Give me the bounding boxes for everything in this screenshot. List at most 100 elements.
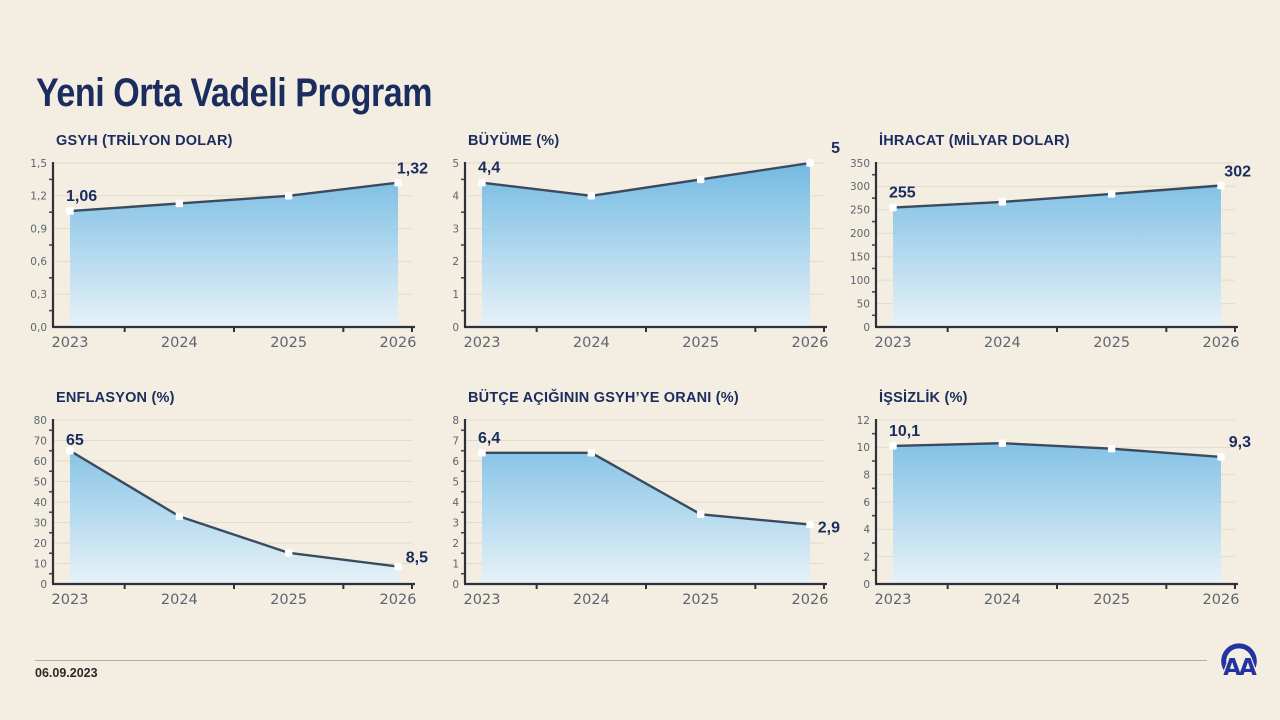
y-tick-label: 150 — [850, 252, 870, 264]
x-axis-label: 2025 — [682, 335, 719, 351]
x-axis-label: 2023 — [52, 592, 89, 608]
data-point-marker — [806, 520, 814, 529]
page-title: Yeni Orta Vadeli Program — [36, 70, 433, 115]
chart-title-gsyh: GSYH (TRİLYON DOLAR) — [56, 133, 233, 149]
x-axis-label: 2026 — [1203, 335, 1240, 351]
data-point-marker — [998, 439, 1007, 447]
y-tick-label: 70 — [34, 435, 47, 447]
first-value-label: 65 — [66, 432, 84, 449]
y-tick-label: 0 — [452, 579, 459, 591]
y-tick-label: 0 — [863, 322, 870, 334]
y-tick-label: 3 — [452, 517, 459, 529]
trend-line — [892, 184, 1222, 209]
x-axis-label: 2025 — [1093, 592, 1130, 608]
y-tick-label: 1 — [452, 558, 459, 570]
data-point-marker — [66, 447, 74, 455]
x-axis-label: 2024 — [573, 592, 610, 608]
trend-line — [482, 451, 811, 526]
data-point-marker — [478, 449, 486, 457]
x-axis-label: 2026 — [1203, 592, 1240, 608]
x-axis-label: 2023 — [464, 335, 501, 351]
y-tick-label: 12 — [857, 415, 870, 427]
last-value-label: 1,32 — [397, 161, 428, 178]
data-point-marker — [175, 512, 184, 521]
last-value-label: 5 — [831, 140, 840, 157]
chart-buyume: BÜYÜME (%) 0 1 2 3 4 5 2023 2024 2025 2026 4,4 5 — [447, 133, 843, 359]
data-point-marker — [394, 178, 402, 187]
chart-title-issizlik: İŞSİZLİK (%) — [879, 390, 968, 406]
publish-date: 06.09.2023 — [35, 666, 98, 680]
area-fill — [482, 163, 810, 327]
y-tick-label: 4 — [863, 524, 870, 536]
area-chart-gsyh: 0,0 0,3 0,6 0,9 1,2 1,5 2023 2024 2025 2026 1,06 1,… — [30, 158, 428, 351]
chart-butce: BÜTÇE AÇIĞININ GSYH’YE ORANI (%) 0 1 2 3 4 5 6… — [447, 390, 843, 616]
last-value-label: 9,3 — [1229, 434, 1251, 451]
data-point-marker — [587, 192, 596, 200]
y-tick-label: 4 — [452, 191, 459, 203]
data-point-marker — [806, 159, 814, 167]
x-axis-label: 2026 — [380, 335, 417, 351]
y-tick-label: 20 — [34, 538, 47, 550]
y-tick-label: 0 — [40, 579, 47, 591]
y-tick-label: 0 — [863, 579, 870, 591]
aa-logo-arc-icon — [1221, 643, 1257, 671]
x-axis-label: 2026 — [792, 335, 829, 351]
data-point-marker — [1217, 453, 1225, 461]
y-tick-label: 8 — [452, 415, 459, 427]
anadolu-agency-logo: AA — [1221, 643, 1260, 682]
y-tick-label: 7 — [452, 435, 459, 447]
x-axis-label: 2024 — [984, 335, 1021, 351]
x-axis-label: 2024 — [573, 335, 610, 351]
x-axis-label: 2024 — [984, 592, 1021, 608]
y-tick-label: 60 — [34, 456, 47, 468]
y-tick-label: 0 — [452, 322, 459, 334]
first-value-label: 10,1 — [889, 423, 920, 440]
data-point-marker — [889, 442, 897, 450]
y-tick-label: 0,3 — [30, 289, 47, 301]
y-tick-label: 0,0 — [30, 322, 47, 334]
y-tick-label: 5 — [452, 476, 459, 488]
first-value-label: 6,4 — [478, 430, 500, 447]
y-tick-label: 5 — [452, 158, 459, 170]
data-point-marker — [998, 198, 1007, 206]
chart-enflasyon: ENFLASYON (%) 0 10 20 30 40 50 60 70 80 2023 2024 2… — [34, 390, 431, 616]
chart-title-buyume: BÜYÜME (%) — [468, 133, 560, 149]
area-fill — [70, 182, 398, 327]
data-point-marker — [478, 178, 486, 187]
y-tick-label: 10 — [34, 558, 47, 570]
data-point-marker — [175, 199, 184, 208]
footer-divider — [35, 660, 1207, 661]
data-point-marker — [284, 549, 293, 557]
chart-ihracat: İHRACAT (MİLYAR DOLAR) 0 50 100 150 200 250 30… — [850, 133, 1254, 359]
x-axis-label: 2025 — [270, 592, 307, 608]
y-tick-label: 30 — [34, 517, 47, 529]
first-value-label: 1,06 — [66, 188, 97, 205]
x-axis-label: 2025 — [1093, 335, 1130, 351]
last-value-label: 2,9 — [818, 520, 840, 537]
trend-line — [892, 442, 1222, 459]
data-point-marker — [66, 207, 74, 215]
aa-logo-letters: AA — [1223, 655, 1257, 681]
data-point-marker — [284, 192, 293, 200]
y-tick-label: 350 — [850, 158, 870, 170]
y-tick-label: 80 — [34, 415, 47, 427]
y-tick-label: 6 — [452, 456, 459, 468]
chart-issizlik: İŞSİZLİK (%) 0 2 4 6 8 10 12 2023 2024 2025 2026 10… — [857, 390, 1254, 616]
chart-title-enflasyon: ENFLASYON (%) — [56, 390, 175, 406]
y-tick-label: 50 — [857, 298, 870, 310]
data-point-marker — [889, 203, 897, 212]
area-chart-butce: 0 1 2 3 4 5 6 7 8 2023 2024 2025 2026 6,4 2,9 — [452, 415, 840, 608]
trend-line — [481, 161, 811, 197]
area-chart-enflasyon: 0 10 20 30 40 50 60 70 80 2023 2024 2025 2026 65 8,5 — [34, 415, 428, 608]
x-axis-label: 2026 — [380, 592, 417, 608]
trend-line — [69, 449, 399, 568]
area-fill — [482, 452, 810, 584]
area-fill — [893, 185, 1221, 327]
area-fill — [893, 443, 1221, 584]
x-axis-label: 2025 — [270, 335, 307, 351]
chart-gsyh: GSYH (TRİLYON DOLAR) 0,0 0,3 0,6 0,9 1,2 1,5 2… — [30, 133, 431, 359]
y-tick-label: 250 — [850, 205, 870, 217]
data-point-marker — [1217, 181, 1225, 190]
data-point-marker — [696, 175, 705, 184]
data-point-marker — [696, 510, 705, 518]
